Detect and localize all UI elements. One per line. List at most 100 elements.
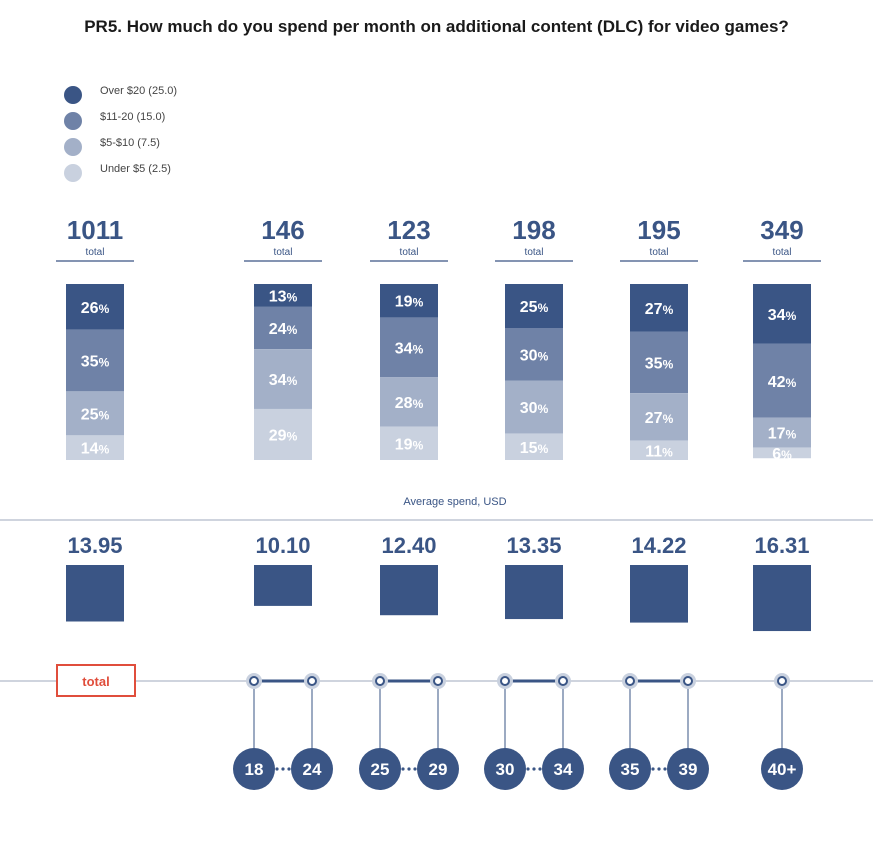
stack-segment-18-24-1 — [254, 306, 312, 350]
age-badge-25-29-1 — [417, 748, 459, 790]
stack-label-total-0: 26% — [81, 300, 110, 317]
legend-label-11-20: $11-20 (15.0) — [100, 111, 166, 123]
age-badge-label-40+-0: 40+ — [768, 760, 797, 779]
pct-sign: % — [99, 356, 110, 370]
stack-label-18-24-3: 29% — [269, 427, 298, 444]
stack-label-30-34-0: 25% — [520, 299, 549, 316]
stack-label-35-39-3: 11% — [645, 443, 673, 460]
stack-label-30-34-3: 15% — [520, 440, 549, 457]
age-node-40+-0 — [777, 676, 787, 686]
stack-segment-30-34-0 — [505, 284, 563, 328]
sample-size-caption-18-24: total — [274, 247, 293, 258]
stack-segment-25-29-2 — [380, 377, 438, 427]
legend-swatch-11-20 — [64, 112, 82, 130]
age-badge-label-25-29-0: 25 — [371, 760, 390, 779]
avg-value-total: 13.95 — [67, 533, 122, 558]
avg-bar-35-39 — [630, 565, 688, 623]
avg-bar-25-29 — [380, 565, 438, 616]
sample-size-35-39: 195 — [637, 215, 680, 245]
age-badge-label-18-24-0: 18 — [245, 760, 264, 779]
sample-size-40+: 349 — [760, 215, 803, 245]
avg-value-18-24: 10.10 — [255, 533, 310, 558]
age-node-35-39-1 — [683, 676, 693, 686]
age-dot-30-34-2 — [538, 767, 542, 771]
stack-segment-35-39-3 — [630, 440, 688, 460]
stack-label-18-24-0: 13% — [269, 288, 298, 305]
age-badge-label-30-34-1: 34 — [554, 760, 573, 779]
stack-segment-40+-3 — [753, 447, 811, 459]
stack-label-35-39-2: 27% — [645, 410, 674, 427]
age-dot-18-24-2 — [287, 767, 291, 771]
age-dot-25-29-0 — [401, 767, 405, 771]
pct-sign: % — [663, 412, 674, 426]
age-node-35-39-0 — [625, 676, 635, 686]
stack-label-25-29-3: 19% — [395, 436, 424, 453]
stack-segment-total-0 — [66, 284, 124, 330]
pct-sign: % — [287, 323, 298, 337]
pct-sign: % — [287, 429, 298, 443]
age-badge-30-34-0 — [484, 748, 526, 790]
age-dot-18-24-1 — [281, 767, 285, 771]
avg-bar-total — [66, 565, 124, 622]
pct-sign: % — [662, 445, 673, 459]
stack-segment-35-39-1 — [630, 331, 688, 394]
pct-sign: % — [538, 349, 549, 363]
pct-sign: % — [538, 301, 549, 315]
pct-sign: % — [287, 290, 298, 304]
pct-sign: % — [781, 448, 792, 462]
age-dot-30-34-0 — [526, 767, 530, 771]
age-badge-18-24-1 — [291, 748, 333, 790]
stack-segment-30-34-2 — [505, 380, 563, 434]
avg-bar-30-34 — [505, 565, 563, 620]
stack-segment-18-24-0 — [254, 284, 312, 307]
stack-segment-18-24-3 — [254, 408, 312, 460]
stack-segment-30-34-1 — [505, 328, 563, 381]
legend-swatch-under-5 — [64, 164, 82, 182]
sample-size-caption-35-39: total — [650, 247, 669, 258]
age-node-30-34-1 — [558, 676, 568, 686]
age-badge-35-39-0 — [609, 748, 651, 790]
avg-bar-18-24 — [254, 565, 312, 606]
stack-label-35-39-1: 35% — [645, 355, 674, 372]
pct-sign: % — [99, 408, 110, 422]
stack-segment-18-24-2 — [254, 349, 312, 409]
age-dot-35-39-2 — [663, 767, 667, 771]
stack-label-40+-0: 34% — [768, 307, 797, 324]
stack-label-35-39-0: 27% — [645, 301, 674, 318]
stack-label-30-34-1: 30% — [520, 347, 549, 364]
avg-value-40+: 16.31 — [754, 533, 809, 558]
pct-sign: % — [786, 309, 797, 323]
sample-size-total: 1011 — [67, 215, 123, 245]
legend-label-over-20: Over $20 (25.0) — [100, 85, 178, 97]
stack-label-total-1: 35% — [81, 354, 110, 371]
sample-size-caption-40+: total — [773, 247, 792, 258]
pct-sign: % — [99, 302, 110, 316]
legend-label-5-10: $5-$10 (7.5) — [100, 137, 160, 149]
age-dot-35-39-1 — [657, 767, 661, 771]
group-total: 1011 total 26% 35% 25% 14% 13.95 total — [56, 215, 136, 697]
stack-label-30-34-2: 30% — [520, 400, 549, 417]
pct-sign: % — [99, 443, 110, 457]
stack-segment-40+-1 — [753, 343, 811, 418]
sample-size-caption-30-34: total — [525, 247, 544, 258]
sample-size-25-29: 123 — [387, 215, 430, 245]
stack-label-25-29-1: 34% — [395, 340, 424, 357]
stack-segment-35-39-0 — [630, 284, 688, 332]
age-node-25-29-0 — [375, 676, 385, 686]
stack-segment-25-29-3 — [380, 426, 438, 460]
stack-label-40+-3: 6% — [772, 446, 792, 463]
avg-bar-40+ — [753, 565, 811, 632]
pct-sign: % — [538, 402, 549, 416]
pct-sign: % — [538, 442, 549, 456]
age-badge-18-24-0 — [233, 748, 275, 790]
pct-sign: % — [413, 342, 424, 356]
legend-swatch-over-20 — [64, 86, 82, 104]
pct-sign: % — [663, 357, 674, 371]
age-badge-label-18-24-1: 24 — [303, 760, 322, 779]
avg-spend-title: Average spend, USD — [403, 496, 506, 508]
pct-sign: % — [413, 438, 424, 452]
pct-sign: % — [663, 303, 674, 317]
stack-label-total-3: 14% — [81, 441, 110, 458]
